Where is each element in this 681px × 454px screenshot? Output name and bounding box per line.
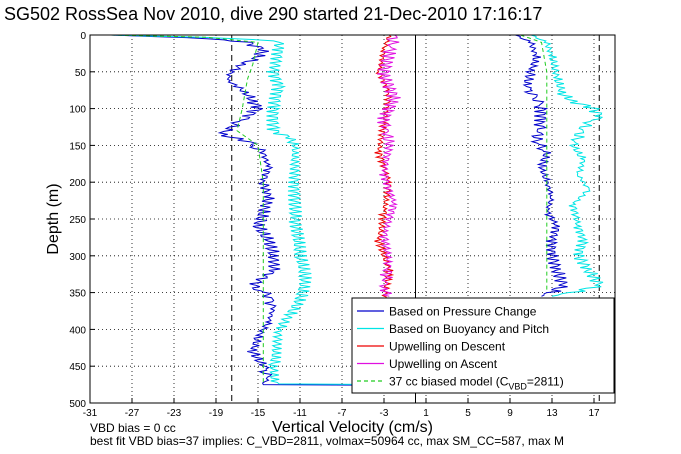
series-line-model_ascent [520, 34, 548, 293]
legend-label: Upwelling on Ascent [389, 357, 498, 371]
y-tick-label: 50 [75, 68, 87, 79]
x-tick-label: -31 [83, 408, 98, 419]
legend-label: Based on Pressure Change [389, 305, 537, 319]
x-tick-label: -3 [380, 408, 389, 419]
y-tick-label: 400 [69, 325, 86, 336]
y-tick-label: 250 [69, 215, 86, 226]
tick-layer: -31 -27 -23 -19 -15 -11 -7 -3 1 5 9 13 1705010015020… [69, 31, 600, 419]
legend-label: Based on Buoyancy and Pitch [389, 322, 549, 336]
series-line-pressure_ascent [515, 34, 568, 297]
x-tick-label: 17 [588, 408, 600, 419]
chart-title: SG502 RossSea Nov 2010, dive 290 started… [4, 4, 543, 24]
x-tick-label: 5 [465, 408, 471, 419]
x-tick-label: -23 [167, 408, 182, 419]
y-tick-label: 0 [80, 31, 86, 42]
y-axis-label: Depth (m) [45, 183, 62, 254]
y-tick-label: 200 [69, 178, 86, 189]
series-line-buoyancy_ascent [530, 34, 604, 297]
x-tick-label: -15 [251, 408, 266, 419]
x-tick-label: 1 [423, 408, 429, 419]
footer-best-fit: best fit VBD bias=37 implies: C_VBD=2811… [90, 434, 564, 448]
series-line-buoyancy_descent [110, 34, 521, 386]
y-tick-label: 300 [69, 252, 86, 263]
y-tick-label: 450 [69, 362, 86, 373]
grid-layer [90, 35, 615, 403]
x-tick-label: -27 [125, 408, 140, 419]
x-tick-label: -11 [293, 408, 307, 419]
x-tick-label: -19 [209, 408, 224, 419]
legend: Based on Pressure Change Based on Buoyanc… [351, 297, 615, 394]
y-tick-label: 100 [69, 105, 86, 116]
legend-box [351, 297, 615, 394]
y-tick-label: 500 [69, 399, 86, 410]
x-axis-label: Vertical Velocity (cm/s) [272, 419, 433, 436]
series-line-upwelling_ascent [377, 34, 401, 297]
series-line-pressure_descent [110, 34, 521, 387]
legend-label: Upwelling on Descent [389, 340, 506, 354]
x-tick-label: 9 [507, 408, 513, 419]
x-tick-label: -7 [338, 408, 347, 419]
x-tick-label: 13 [546, 408, 558, 419]
y-tick-label: 150 [69, 141, 86, 152]
legend-label: 37 cc biased model (CVBD=2811) [389, 375, 564, 392]
series-line-model_descent [110, 34, 264, 385]
y-tick-label: 350 [69, 289, 86, 300]
footer-vbd-bias: VBD bias = 0 cc [90, 421, 176, 435]
